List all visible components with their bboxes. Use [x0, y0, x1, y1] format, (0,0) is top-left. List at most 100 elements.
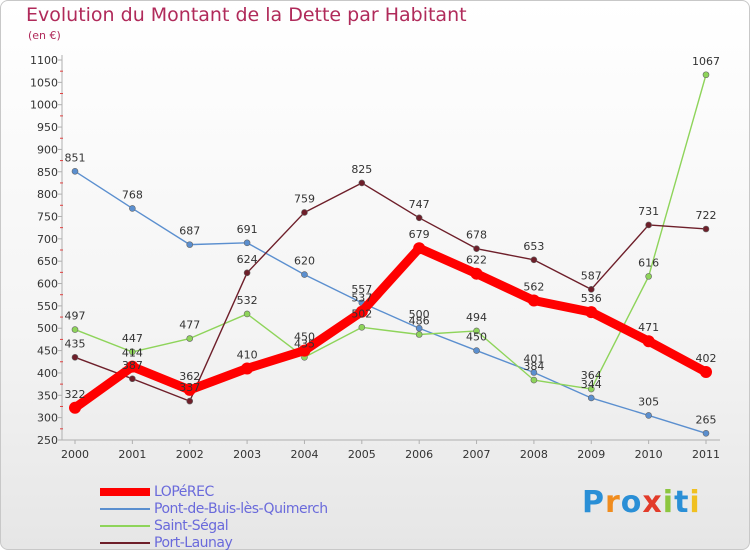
data-label: 337 [179, 381, 200, 394]
data-point [129, 375, 136, 383]
legend-label: Port-Launay [154, 535, 233, 551]
x-tick-label: 2010 [635, 448, 663, 461]
data-label: 759 [294, 192, 315, 205]
y-tick-label: 850 [37, 166, 58, 179]
y-tick-label: 800 [37, 188, 58, 201]
data-label: 410 [237, 348, 258, 361]
data-point [645, 221, 652, 229]
y-tick-label: 1050 [30, 76, 58, 89]
data-point [298, 344, 311, 357]
data-label: 500 [409, 308, 430, 321]
data-label: 851 [65, 151, 86, 164]
data-point [587, 385, 595, 393]
data-label: 384 [523, 360, 544, 373]
data-label: 747 [409, 198, 430, 211]
y-tick-label: 350 [37, 389, 58, 402]
data-label: 477 [179, 319, 200, 332]
x-tick-label: 2001 [118, 448, 146, 461]
y-tick-label: 900 [37, 143, 58, 156]
data-point [473, 327, 480, 335]
data-point [587, 286, 595, 293]
data-label: 616 [638, 256, 659, 269]
data-label: 532 [237, 294, 258, 307]
y-tick-label: 600 [37, 278, 58, 291]
data-label: 557 [351, 283, 372, 296]
data-point [645, 273, 652, 280]
data-label: 537 [351, 292, 372, 305]
data-point [183, 383, 196, 396]
data-point [415, 214, 423, 222]
data-label: 362 [179, 370, 200, 383]
legend-label: LOPéREC [154, 484, 214, 500]
y-tick-label: 250 [37, 434, 58, 447]
data-label: 722 [696, 209, 717, 222]
x-tick-label: 2009 [577, 448, 605, 461]
data-label: 401 [523, 352, 544, 365]
data-point [530, 376, 538, 384]
data-label: 562 [523, 281, 544, 294]
data-point [71, 353, 79, 361]
data-point [301, 271, 308, 278]
data-point [700, 366, 712, 379]
data-point [186, 397, 194, 405]
data-point [186, 335, 194, 342]
x-tick-label: 2003 [233, 448, 261, 461]
logo-letter: o [620, 485, 643, 520]
logo-letter: P [582, 485, 605, 520]
y-tick-label: 950 [37, 121, 58, 134]
data-point [473, 347, 480, 354]
data-label: 825 [351, 163, 372, 176]
data-label: 447 [122, 332, 143, 345]
data-point [243, 239, 251, 247]
data-label: 435 [294, 337, 315, 350]
data-point [530, 256, 538, 264]
data-point [358, 179, 366, 187]
data-label: 322 [65, 388, 86, 401]
x-tick-label: 2007 [463, 448, 491, 461]
x-tick-label: 2004 [290, 448, 318, 461]
data-point [241, 362, 254, 375]
data-point [645, 412, 652, 419]
data-label: 691 [237, 223, 258, 236]
data-label: 502 [351, 307, 372, 320]
data-point [642, 335, 655, 348]
data-point [358, 324, 366, 331]
data-point [355, 305, 368, 318]
y-tick-label: 300 [37, 412, 58, 425]
data-label: 305 [638, 395, 659, 408]
legend-swatch [100, 542, 150, 544]
chart-subtitle: (en €) [28, 29, 61, 42]
data-point [129, 348, 136, 356]
data-label: 536 [581, 292, 602, 305]
data-label: 620 [294, 255, 315, 268]
proxiti-logo: Proxiti [582, 485, 701, 520]
data-point [301, 209, 308, 216]
x-tick-label: 2005 [348, 448, 376, 461]
data-point [702, 429, 710, 437]
y-tick-label: 400 [37, 367, 58, 380]
data-label: 587 [581, 269, 602, 282]
data-label: 678 [466, 229, 487, 242]
data-label: 414 [122, 347, 143, 360]
data-label: 471 [638, 321, 659, 334]
y-tick-label: 500 [37, 322, 58, 335]
data-label: 687 [179, 225, 200, 238]
y-tick-label: 450 [37, 345, 58, 358]
data-point [530, 369, 538, 376]
series-line-1 [74, 170, 707, 434]
data-label: 402 [696, 352, 717, 365]
legend-swatch [100, 488, 150, 496]
legend-swatch [100, 508, 150, 510]
data-point [527, 294, 540, 307]
data-point [69, 401, 81, 414]
data-label: 387 [122, 359, 143, 372]
y-tick-label: 1000 [30, 99, 58, 112]
legend-label: Saint-Ségal [154, 518, 229, 534]
data-point [702, 225, 710, 233]
logo-letter: r [605, 485, 621, 520]
series-line-2 [74, 74, 707, 390]
y-tick-label: 700 [37, 233, 58, 246]
data-point [243, 269, 251, 277]
